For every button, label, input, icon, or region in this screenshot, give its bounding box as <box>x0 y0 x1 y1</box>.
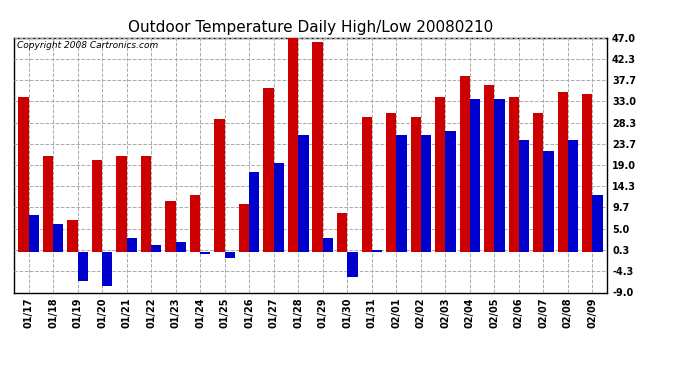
Bar <box>225 252 235 258</box>
Bar <box>298 135 308 252</box>
Text: Copyright 2008 Cartronics.com: Copyright 2008 Cartronics.com <box>17 41 158 50</box>
Bar <box>53 224 63 252</box>
Bar <box>411 117 421 252</box>
Bar <box>117 156 126 252</box>
Bar <box>200 252 210 254</box>
Bar <box>460 76 470 252</box>
Bar <box>533 112 544 252</box>
Bar <box>347 252 357 277</box>
Bar <box>102 252 112 286</box>
Bar <box>190 195 200 252</box>
Bar <box>92 160 102 252</box>
Bar <box>323 238 333 252</box>
Bar <box>337 213 347 252</box>
Bar <box>28 215 39 252</box>
Bar <box>509 97 519 252</box>
Bar <box>239 204 249 252</box>
Bar <box>126 238 137 252</box>
Bar <box>176 242 186 252</box>
Bar <box>582 94 593 252</box>
Bar <box>372 250 382 252</box>
Bar <box>67 220 77 252</box>
Bar <box>484 86 495 252</box>
Bar <box>18 97 28 252</box>
Bar <box>386 112 396 252</box>
Title: Outdoor Temperature Daily High/Low 20080210: Outdoor Temperature Daily High/Low 20080… <box>128 20 493 35</box>
Bar <box>519 140 529 252</box>
Bar <box>445 131 455 252</box>
Bar <box>593 195 603 252</box>
Bar <box>288 38 298 252</box>
Bar <box>558 92 568 252</box>
Bar <box>274 163 284 252</box>
Bar <box>421 135 431 252</box>
Bar <box>151 245 161 252</box>
Bar <box>396 135 406 252</box>
Bar <box>544 152 554 252</box>
Bar <box>568 140 578 252</box>
Bar <box>249 172 259 252</box>
Bar <box>362 117 372 252</box>
Bar <box>77 252 88 281</box>
Bar <box>470 99 480 252</box>
Bar <box>435 97 445 252</box>
Bar <box>43 156 53 252</box>
Bar <box>215 120 225 252</box>
Bar <box>166 201 176 252</box>
Bar <box>313 42 323 252</box>
Bar <box>141 156 151 252</box>
Bar <box>495 99 504 252</box>
Bar <box>264 88 274 252</box>
